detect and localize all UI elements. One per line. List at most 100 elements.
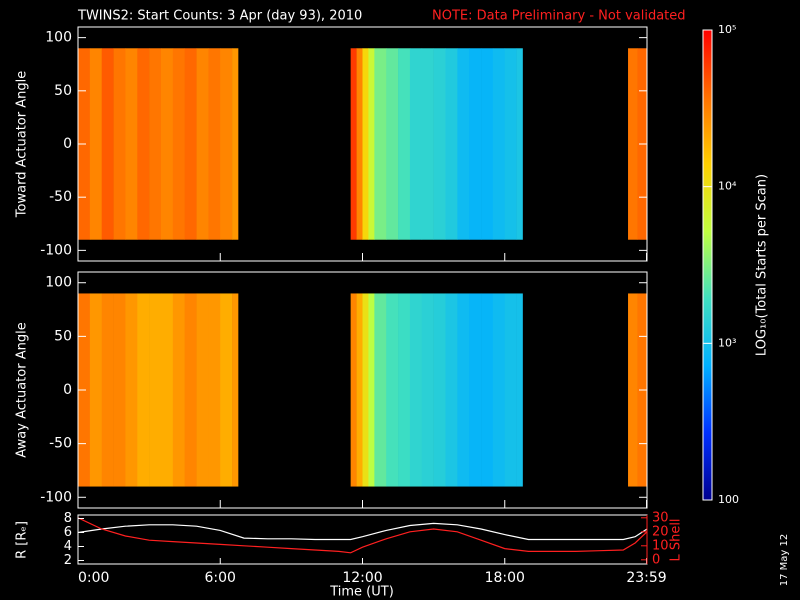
y-tick-label: 50 [54, 328, 72, 344]
y-tick-label: 8 [64, 511, 72, 526]
heat-cell [232, 48, 239, 240]
heat-cell [409, 293, 423, 487]
y-tick-label: 100 [45, 30, 72, 46]
colorbar-label: LOG₁₀(Total Starts per Scan) [755, 174, 770, 356]
y-label: Away Actuator Angle [15, 322, 30, 457]
heat-cell [149, 48, 162, 240]
y2-tick-label: 10 [652, 538, 669, 553]
y2-label: L Shell [669, 518, 684, 561]
heat-cell [196, 48, 209, 240]
colorbar-tick-label: 10⁴ [718, 180, 737, 193]
chart-title: TWINS2: Start Counts: 3 Apr (day 93), 20… [77, 9, 362, 24]
heat-cell [516, 48, 523, 240]
y-tick-label: -100 [40, 242, 72, 258]
heat-cell [516, 293, 523, 487]
y2-tick-label: 30 [652, 510, 669, 525]
heat-cell [409, 48, 423, 240]
y-tick-label: 6 [64, 525, 72, 540]
heat-cell [492, 293, 506, 487]
note: NOTE: Data Preliminary - Not validated [432, 9, 686, 24]
heat-cell [101, 293, 114, 487]
heat-cell [232, 293, 239, 487]
colorbar-tick-label: 10⁵ [718, 23, 736, 36]
colorbar [702, 29, 713, 501]
heat-cell [137, 293, 150, 487]
series-line [78, 517, 647, 554]
heat-cell [398, 293, 411, 487]
heat-cell [101, 48, 114, 240]
heat-cell [356, 48, 363, 240]
heat-cell [433, 293, 446, 487]
heat-cell [433, 48, 446, 240]
heat-cell [137, 48, 150, 240]
heat-cell [113, 48, 126, 240]
heat-cell [184, 293, 197, 487]
x-tick-label: 0:00 [78, 570, 109, 586]
heat-cell [362, 293, 369, 487]
heat-cell [220, 48, 233, 240]
heat-cell [368, 293, 375, 487]
x-tick-label: 23:59 [626, 570, 666, 586]
x-tick-label: 6:00 [205, 570, 236, 586]
plot-frame [77, 26, 648, 262]
y-tick-label: 0 [63, 136, 72, 152]
y-tick-label: -50 [49, 436, 72, 452]
y-tick-label: -100 [40, 489, 72, 505]
heat-cell [113, 293, 126, 487]
heat-cell [362, 48, 369, 240]
series-line [78, 522, 647, 541]
y-tick-label: -50 [49, 189, 72, 205]
heat-cell [89, 293, 103, 487]
y-tick-label: 4 [64, 539, 72, 554]
heat-cell [374, 293, 387, 487]
stamp: 17 May 12 [779, 534, 790, 586]
heat-cell [149, 293, 162, 487]
colorbar-tick-label: 10³ [718, 336, 736, 349]
heat-cell [220, 293, 233, 487]
heat-cell [481, 48, 494, 240]
heat-cell [160, 48, 174, 240]
heat-cell [172, 48, 185, 240]
y-tick-label: 0 [63, 382, 72, 398]
heat-cell [504, 293, 517, 487]
heat-cell [445, 48, 458, 240]
x-label: Time (UT) [329, 585, 394, 600]
heat-cell [628, 293, 638, 487]
heat-cell [386, 293, 399, 487]
y-tick-label: 50 [54, 83, 72, 99]
heat-cell [208, 48, 221, 240]
y-tick-label: 2 [64, 553, 72, 568]
heat-cell [481, 293, 494, 487]
y2-tick-label: 20 [652, 524, 669, 539]
y-label: R [Rₑ] [15, 521, 30, 559]
heat-cell [125, 48, 138, 240]
heat-cell [374, 48, 387, 240]
y-tick-label: 100 [45, 275, 72, 291]
colorbar-tick-label: 100 [718, 493, 739, 506]
heat-cell [356, 293, 363, 487]
x-tick-label: 12:00 [342, 570, 382, 586]
heat-cell [469, 48, 482, 240]
heat-cell [492, 48, 506, 240]
heat-cell [469, 293, 482, 487]
heat-cell [350, 293, 357, 487]
heat-cell [445, 293, 458, 487]
y2-tick-label: 0 [652, 552, 660, 567]
plot-frame [77, 271, 648, 509]
heat-cell [350, 48, 357, 240]
heat-cell [172, 293, 185, 487]
heat-cell [208, 293, 221, 487]
heat-cell [196, 293, 209, 487]
x-tick-label: 18:00 [485, 570, 525, 586]
heat-cell [421, 293, 434, 487]
heat-cell [125, 293, 138, 487]
heat-cell [457, 293, 470, 487]
heat-cell [89, 48, 103, 240]
heat-cell [398, 48, 411, 240]
heat-cell [160, 293, 174, 487]
heat-cell [504, 48, 517, 240]
heat-cell [368, 48, 375, 240]
heat-cell [421, 48, 434, 240]
heat-cell [386, 48, 399, 240]
